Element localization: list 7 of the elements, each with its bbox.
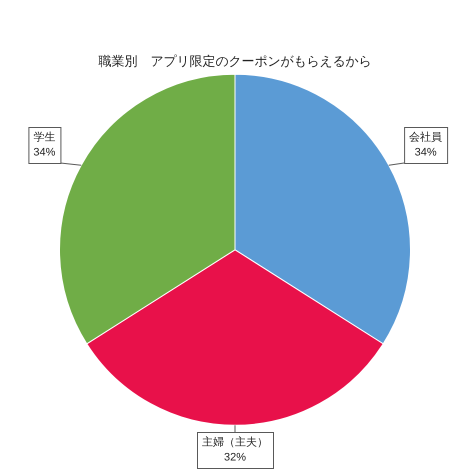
- data-label: 32%: [224, 452, 246, 464]
- slice-label: 主婦（主夫）: [202, 436, 268, 449]
- data-label: 34%: [33, 146, 56, 159]
- data-label: 34%: [414, 146, 437, 159]
- chart-title: 職業別 アプリ限定のクーポンがもらえるから: [98, 53, 372, 68]
- slice-label: 会社員: [409, 130, 442, 144]
- slice-label: 学生: [33, 130, 56, 144]
